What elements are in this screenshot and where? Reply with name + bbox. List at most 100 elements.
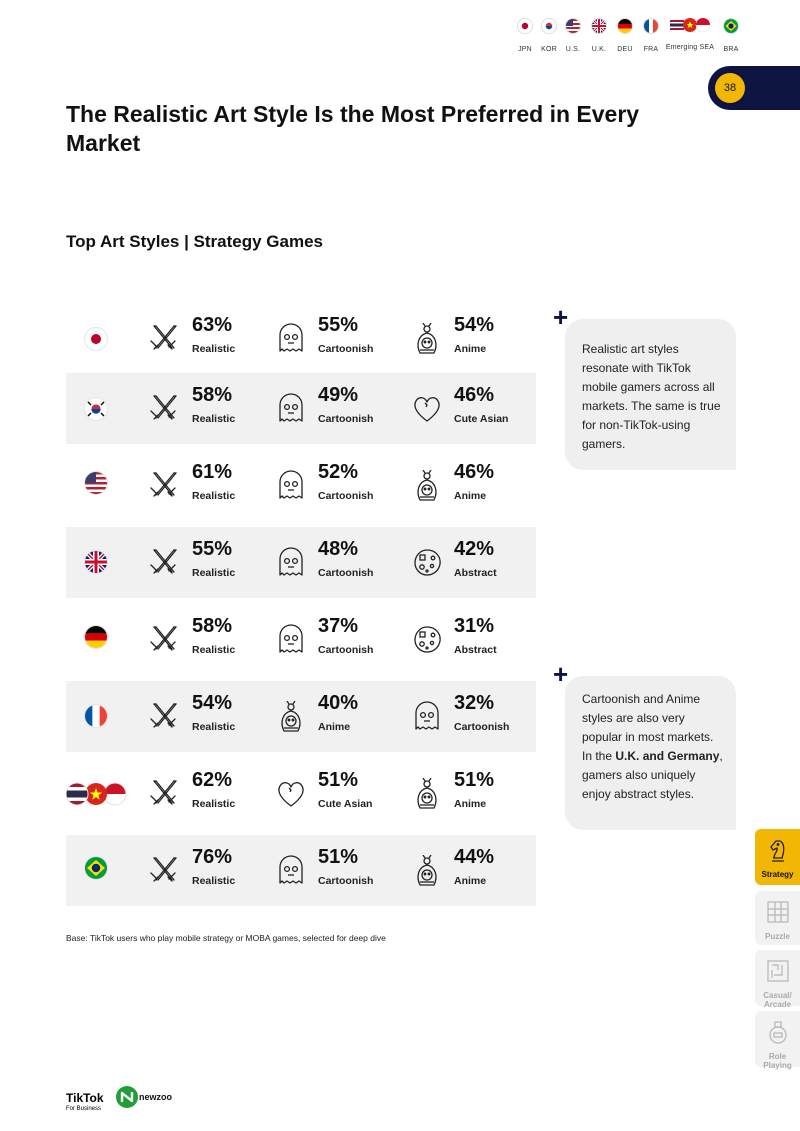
table-row-bra: 76% Realistic 51% Cartoonish 44% Anime [66, 835, 536, 906]
style-label: Realistic [192, 798, 236, 810]
style-label: Cartoonish [318, 644, 374, 656]
art-style-cell: 51% Cute Asian [276, 758, 406, 829]
art-style-cell: 44% Anime [412, 835, 542, 906]
newzoo-logo: newzoo [116, 1086, 176, 1108]
art-style-cell: 49% Cartoonish [276, 373, 406, 444]
legend-item-bra: BRA [716, 18, 746, 56]
legend-label: U.K. [591, 46, 607, 53]
ghost-icon [415, 701, 439, 730]
style-label: Cute Asian [454, 413, 509, 425]
japan-flag-icon [85, 328, 107, 350]
korea-flag-icon [541, 18, 557, 34]
legend-label: Emerging SEA [665, 44, 715, 51]
percentage: 37% [318, 615, 359, 637]
style-label: Cartoonish [318, 413, 374, 425]
art-style-cell: 31% Abstract [412, 604, 542, 675]
uk-flag-icon [591, 18, 607, 34]
art-style-cell: 54% Anime [412, 303, 542, 374]
art-style-cell: 48% Cartoonish [276, 527, 406, 598]
side-nav-strategy[interactable]: Strategy [755, 829, 800, 885]
percentage: 46% [454, 384, 495, 406]
japan-flag-icon [517, 18, 533, 34]
art-style-cell: 37% Cartoonish [276, 604, 406, 675]
abstract-palette-icon [414, 626, 441, 653]
callout-text-part: Cartoonish and Anime styles are also ver… [582, 692, 714, 763]
side-nav-role-playing[interactable]: Role Playing [755, 1011, 800, 1070]
insight-callout-1: Realistic art styles resonate with TikTo… [565, 319, 736, 470]
plus-icon: + [553, 659, 569, 689]
swords-icon [150, 703, 177, 728]
page-number-tab: 38 [708, 66, 800, 110]
percentage: 55% [192, 538, 233, 560]
percentage: 51% [318, 846, 359, 868]
art-style-cell: 76% Realistic [150, 835, 280, 906]
percentage: 31% [454, 615, 495, 637]
style-label: Cartoonish [454, 721, 510, 733]
anime-character-icon [281, 701, 301, 732]
legend-item-sea: Emerging SEA [660, 17, 720, 54]
callout-highlight: U.K. and Germany [615, 749, 720, 763]
style-label: Anime [318, 721, 351, 733]
france-flag-icon [85, 705, 107, 727]
style-label: Cartoonish [318, 875, 374, 887]
legend-item-deu: DEU [610, 18, 640, 56]
art-style-cell: 46% Cute Asian [412, 373, 542, 444]
percentage: 52% [318, 461, 359, 483]
style-label: Cartoonish [318, 343, 374, 355]
art-style-cell: 58% Realistic [150, 373, 280, 444]
art-style-cell: 62% Realistic [150, 758, 280, 829]
anime-character-icon [417, 855, 437, 886]
style-label: Anime [454, 875, 487, 887]
percentage: 62% [192, 769, 233, 791]
art-style-cell: 52% Cartoonish [276, 450, 406, 521]
art-style-cell: 55% Cartoonish [276, 303, 406, 374]
tiktok-for-business-logo: TikTok For Business [66, 1089, 104, 1112]
table-row-fra: 54% Realistic 40% Anime 32% Cartoonish [66, 681, 536, 752]
uk-flag-icon [85, 551, 107, 573]
art-style-cell: 51% Cartoonish [276, 835, 406, 906]
germany-flag-icon [85, 626, 107, 648]
percentage: 55% [318, 314, 359, 336]
art-style-cell: 55% Realistic [150, 527, 280, 598]
swords-icon [150, 549, 177, 574]
style-label: Realistic [192, 343, 236, 355]
anime-character-icon [417, 470, 437, 501]
table-row-kor: 58% Realistic 49% Cartoonish 46% Cute As… [66, 373, 536, 444]
style-label: Realistic [192, 721, 236, 733]
side-nav-puzzle[interactable]: Puzzle [755, 891, 800, 945]
percentage: 63% [192, 314, 233, 336]
style-label: Realistic [192, 490, 236, 502]
art-style-cell: 46% Anime [412, 450, 542, 521]
side-nav-casual-arcade[interactable]: Casual/ Arcade [755, 950, 800, 1009]
style-label: Realistic [192, 567, 236, 579]
percentage: 58% [192, 384, 233, 406]
art-style-cell: 54% Realistic [150, 681, 280, 752]
percentage: 48% [318, 538, 359, 560]
style-label: Realistic [192, 875, 236, 887]
sea-flags-icon [670, 17, 711, 33]
style-label: Cute Asian [318, 798, 373, 810]
style-label: Abstract [454, 644, 497, 656]
legend-label: FRA [643, 46, 659, 53]
newzoo-wordmark: newzoo [139, 1092, 172, 1102]
legend-item-uk: U.K. [584, 18, 614, 56]
legend-label: DEU [617, 46, 633, 53]
ghost-icon [279, 624, 303, 653]
ghost-icon [279, 393, 303, 422]
page-number: 38 [715, 73, 745, 103]
table-row-uk: 55% Realistic 48% Cartoonish 42% Abstrac… [66, 527, 536, 598]
art-style-cell: 63% Realistic [150, 303, 280, 374]
sea-flags-icon [65, 782, 128, 806]
style-label: Cartoonish [318, 490, 374, 502]
country-legend: JPN KOR U.S. U.K. DEU FRA [510, 17, 746, 54]
percentage: 51% [454, 769, 495, 791]
percentage: 51% [318, 769, 359, 791]
newzoo-mark-icon [116, 1086, 138, 1108]
percentage: 54% [192, 692, 233, 714]
abstract-palette-icon [414, 549, 441, 576]
art-style-cell: 32% Cartoonish [412, 681, 542, 752]
usa-flag-icon [85, 472, 107, 494]
table-row-sea: 62% Realistic 51% Cute Asian 51% Anime [65, 758, 536, 829]
legend-label: KOR [541, 46, 557, 53]
table-row-us: 61% Realistic 52% Cartoonish 46% Anime [66, 450, 536, 521]
